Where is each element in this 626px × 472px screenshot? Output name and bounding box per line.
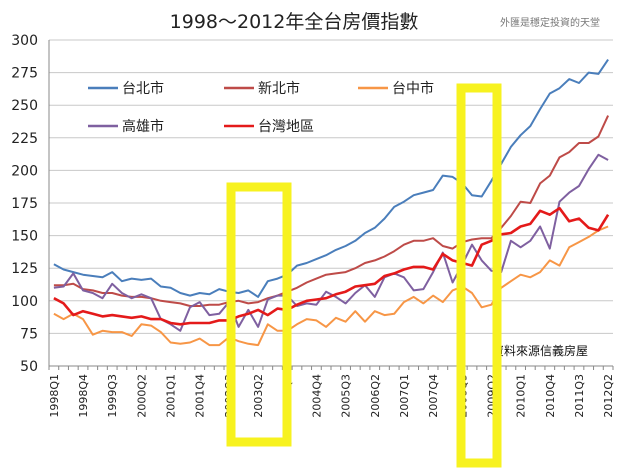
series-line-2 [53,225,609,347]
y-tick-label: 75 [20,326,38,342]
legend-label: 新北市 [258,80,300,97]
highlight-box-2002-2004 [226,182,292,447]
series-line-3 [53,153,609,332]
y-tick-label: 275 [11,66,38,82]
x-tick-label: 2001Q4 [194,374,207,418]
chart-title: 1998～2012年全台房價指數 [170,11,419,33]
y-tick-label: 225 [11,131,38,147]
x-tick-label: 2001Q1 [165,374,178,418]
x-tick-label: 1998Q1 [48,374,61,418]
y-tick-label: 50 [20,359,38,375]
x-tick-label: 1999Q3 [106,374,119,418]
watermark-text: 外匯是穩定投資的天堂 [500,16,600,29]
series-line-0 [53,59,609,298]
x-tick-label: 2010Q4 [544,374,557,418]
source-note: 資料來源信義房屋 [492,343,588,358]
series-lines [53,59,610,347]
highlight-boxes [226,83,502,468]
legend-label: 台灣地區 [258,119,314,135]
x-tick-label: 2003Q2 [252,374,265,418]
x-tick-label: 2004Q4 [310,374,323,418]
y-tick-label: 100 [11,294,38,310]
y-axis: 50 75 100 125 150 175 200 225 250 275 300 [11,33,50,375]
gridlines [49,39,613,367]
y-tick-label: 250 [11,98,38,114]
x-tick-label: 2010Q1 [515,374,528,418]
highlight-box-2008-2009 [456,83,502,468]
legend-label: 台中市 [392,80,434,97]
x-tick-label: 2005Q3 [340,374,353,418]
x-tick-label: 1998Q4 [77,374,90,418]
legend-label: 台北市 [122,80,164,97]
series-line-1 [53,115,610,307]
y-tick-label: 200 [11,163,38,179]
y-tick-label: 150 [11,229,38,245]
legend-label: 高雄市 [122,118,164,135]
series-line-4 [53,206,610,326]
y-tick-label: 300 [11,33,38,49]
x-tick-label: 2007Q1 [398,374,411,418]
x-tick-label: 2006Q2 [369,374,382,418]
y-tick-label: 175 [11,196,38,212]
x-tick-label: 2012Q2 [602,374,615,418]
x-tick-label: 2007Q4 [427,374,440,418]
x-tick-label: 2000Q2 [135,374,148,418]
y-tick-label: 125 [11,261,38,277]
x-tick-label: 2011Q3 [573,374,586,418]
